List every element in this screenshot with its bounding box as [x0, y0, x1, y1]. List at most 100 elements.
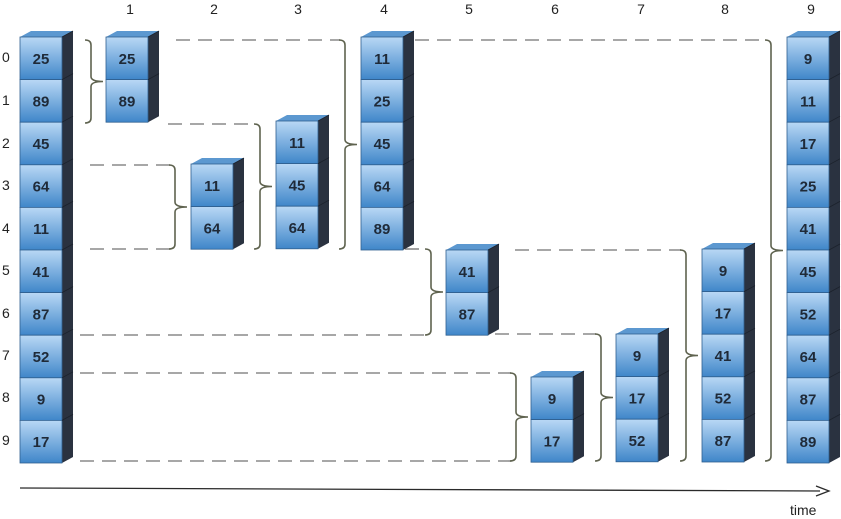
cell-value: 64 — [800, 349, 817, 366]
cell-divider — [402, 158, 415, 166]
cell-value: 64 — [33, 179, 50, 196]
cell-value: 64 — [289, 220, 306, 237]
cell-divider — [61, 286, 74, 293]
index-label: 6 — [2, 305, 10, 321]
cell-value: 89 — [33, 93, 50, 110]
column-top-face — [616, 328, 669, 334]
cell-divider — [743, 242, 756, 250]
cell-value: 17 — [800, 136, 817, 153]
array-cell — [19, 206, 63, 251]
cell-value: 25 — [33, 51, 50, 68]
index-label: 4 — [2, 220, 10, 236]
cell-divider — [61, 201, 74, 208]
column-top-face — [276, 115, 329, 121]
cell-value: 9 — [633, 348, 641, 365]
cell-divider — [147, 30, 160, 38]
cell-value: 45 — [374, 136, 391, 153]
array-columns: 25 89 45 64 11 41 87 52 9 17 25 89 11 64 11 45 64 11 25 45 6… — [19, 30, 841, 464]
column-step-2: 11 64 — [190, 157, 245, 250]
merge-bracket — [764, 39, 784, 462]
column-top-face — [531, 371, 584, 377]
array-cell — [19, 164, 63, 208]
cell-value: 89 — [800, 434, 817, 451]
index-labels: 0 1 2 3 4 5 6 7 8 9 — [2, 49, 10, 448]
cell-divider — [743, 285, 756, 292]
cell-value: 87 — [715, 433, 732, 450]
index-label: 3 — [2, 177, 10, 193]
column-side-face — [744, 243, 755, 462]
cell-value: 25 — [119, 51, 136, 68]
cell-divider — [61, 158, 74, 166]
merge-bracket — [84, 39, 104, 124]
cell-value: 9 — [719, 263, 727, 280]
column-step-5: 41 87 — [445, 243, 500, 336]
column-step-8: 9 17 41 52 87 — [701, 242, 756, 463]
cell-value: 41 — [33, 264, 50, 281]
merge-bracket — [424, 248, 444, 336]
cell-divider — [61, 371, 74, 379]
merge-bracket — [338, 39, 358, 250]
index-label: 2 — [2, 135, 10, 151]
cell-value: 17 — [544, 433, 561, 450]
array-cell — [615, 376, 659, 420]
array-cell — [786, 377, 830, 421]
step-label: 3 — [294, 1, 302, 17]
cell-divider — [743, 370, 756, 378]
column-step-3: 11 45 64 — [275, 114, 330, 250]
cell-value: 89 — [374, 221, 391, 238]
array-cell — [530, 376, 574, 420]
cell-divider — [317, 199, 330, 207]
cell-divider — [743, 413, 756, 420]
array-cell — [701, 376, 745, 420]
cell-value: 25 — [374, 93, 391, 110]
index-label: 9 — [2, 432, 10, 448]
array-cell — [786, 419, 830, 464]
array-cell — [275, 120, 319, 164]
cell-value: 52 — [715, 391, 732, 408]
merge-bracket — [168, 164, 188, 250]
cell-value: 11 — [374, 51, 390, 68]
cell-divider — [402, 201, 415, 208]
column-side-face — [318, 115, 329, 249]
index-label: 8 — [2, 389, 10, 405]
cell-value: 87 — [33, 306, 50, 323]
array-cell — [615, 418, 659, 463]
cell-value: 11 — [33, 221, 49, 238]
array-cell — [786, 36, 830, 80]
column-step-6: 9 17 — [530, 370, 585, 463]
step-label: 6 — [551, 1, 559, 17]
cell-value: 41 — [715, 348, 732, 365]
array-cell — [786, 292, 830, 336]
array-cell — [445, 249, 489, 293]
cell-value: 9 — [548, 391, 556, 408]
merge-connectors — [80, 39, 784, 462]
array-cell — [701, 333, 745, 378]
cell-divider — [232, 200, 245, 207]
step-labels: 1 2 3 4 5 6 7 8 9 — [126, 1, 815, 17]
cell-divider — [828, 286, 841, 293]
cell-divider — [657, 370, 670, 377]
cell-divider — [61, 115, 74, 123]
cell-divider — [572, 413, 585, 420]
time-axis: time — [19, 485, 831, 518]
column-top-face — [361, 31, 414, 37]
array-cell — [360, 121, 404, 166]
array-cell — [19, 377, 63, 421]
array-cell — [19, 79, 63, 123]
array-cell — [786, 334, 830, 379]
array-cell — [19, 121, 63, 166]
cell-divider — [743, 327, 756, 335]
cell-divider — [232, 157, 245, 165]
column-step-1: 25 89 — [105, 30, 160, 123]
cell-divider — [402, 115, 415, 123]
cell-value: 11 — [800, 93, 816, 110]
time-axis-line — [19, 487, 821, 492]
cell-divider — [657, 327, 670, 335]
cell-divider — [487, 286, 500, 293]
array-cell — [530, 419, 574, 463]
cell-value: 64 — [204, 220, 221, 237]
cell-value: 41 — [459, 264, 476, 281]
column-top-face — [787, 31, 840, 37]
array-cell — [786, 121, 830, 166]
column-top-face — [191, 158, 244, 164]
